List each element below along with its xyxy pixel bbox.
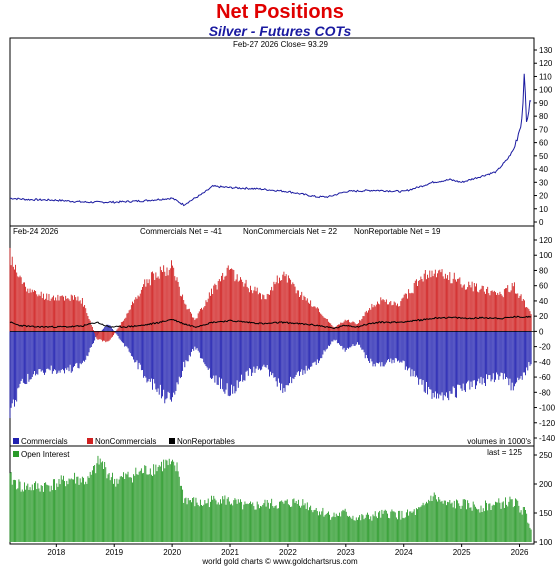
net-y-tick-label: 80 [539,266,548,275]
net-layer [9,247,534,419]
price-y-tick-label: 120 [539,59,553,68]
net-y-tick-label: 60 [539,282,548,291]
oi-y-tick-label: 200 [539,480,553,489]
price-y-tick-label: 0 [539,218,544,227]
price-y-tick-label: 50 [539,152,548,161]
net-y-tick-label: -60 [539,373,551,382]
net-y-tick-label: 40 [539,297,548,306]
open-interest-legend-label: Open Interest [21,450,70,459]
x-tick-label: 2026 [511,548,529,557]
noncommercials-net-label: NonCommercials Net = 22 [243,227,338,236]
net-y-tick-label: -140 [539,434,556,443]
x-tick-label: 2020 [163,548,181,557]
net-y-tick-label: 0 [539,327,544,336]
x-tick-label: 2023 [337,548,355,557]
x-tick-label: 2022 [279,548,297,557]
oi-layer [9,455,532,542]
x-tick-label: 2018 [47,548,65,557]
axis-layer: 0 10 20 30 40 50 60 70 80 90 100 110 120 130 -140 -120 -… [47,46,555,557]
nonreportables-legend-swatch [169,438,175,444]
chart-title: Net Positions [216,1,344,23]
chart-subtitle: Silver - Futures COTs [208,23,352,39]
commercials-net-label: Commercials Net = -41 [140,227,223,236]
noncommercials-legend-label: NonCommercials [95,437,156,446]
net-y-tick-label: -80 [539,388,551,397]
oi-y-tick-label: 250 [539,451,553,460]
x-tick-label: 2021 [221,548,239,557]
net-y-tick-label: -100 [539,404,556,413]
price-y-tick-label: 80 [539,112,548,121]
commercials-legend-label: Commercials [21,437,68,446]
nonreportable-net-label: NonReportable Net = 19 [354,227,441,236]
net-y-tick-label: 120 [539,236,553,245]
nonreportables-line [9,315,532,330]
net-header-date: Feb-24 2026 [13,227,59,236]
net-y-tick-label: -120 [539,419,556,428]
net-y-tick-label: 20 [539,312,548,321]
x-tick-label: 2024 [395,548,413,557]
net-y-tick-label: -40 [539,358,551,367]
silver-price-line [10,73,532,207]
x-tick-label: 2025 [453,548,471,557]
volumes-note: volumes in 1000's [467,437,531,446]
price-y-tick-label: 30 [539,178,548,187]
price-y-tick-label: 130 [539,46,553,55]
price-y-tick-label: 40 [539,165,548,174]
price-header: Feb-27 2026 Close= 93.29 [233,40,329,49]
commercials-legend-swatch [13,438,19,444]
open-interest-last-label: last = 125 [487,448,522,457]
x-tick-label: 2019 [105,548,123,557]
price-y-tick-label: 20 [539,192,548,201]
price-y-tick-label: 100 [539,86,553,95]
noncommercials-legend-swatch [87,438,93,444]
oi-y-tick-label: 100 [539,538,553,547]
oi-y-tick-label: 150 [539,509,553,518]
nonreportables-legend-label: NonReportables [177,437,235,446]
price-layer [10,73,532,207]
open-interest-legend-swatch [13,451,19,457]
net-y-tick-label: 100 [539,251,553,260]
net-y-tick-label: -20 [539,343,551,352]
price-y-tick-label: 90 [539,99,548,108]
price-y-tick-label: 10 [539,205,548,214]
price-panel-frame [9,37,535,227]
footer-credit: world gold charts © www.goldchartsrus.co… [201,557,358,566]
price-y-tick-label: 70 [539,125,548,134]
price-y-tick-label: 60 [539,139,548,148]
price-y-tick-label: 110 [539,72,552,81]
